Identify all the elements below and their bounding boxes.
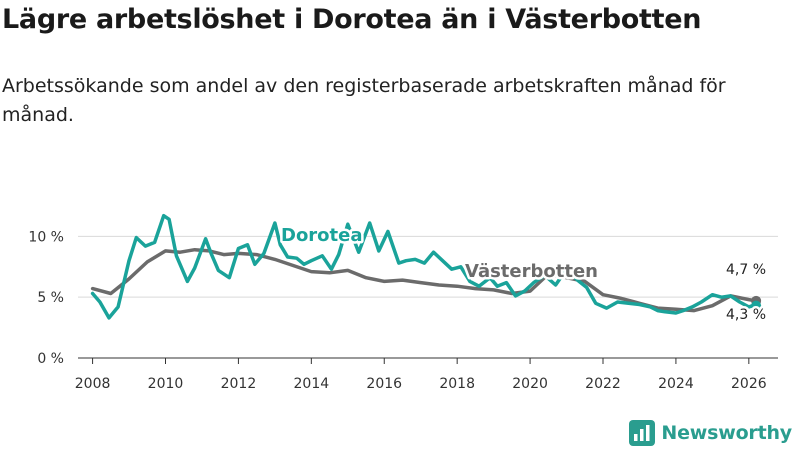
x-tick-label: 2018 (439, 376, 475, 392)
x-tick-label: 2012 (221, 376, 257, 392)
end-value-label-dorotea: 4,3 % (726, 307, 766, 323)
x-tick-label: 2026 (731, 376, 767, 392)
chart-title: Lägre arbetslöshet i Dorotea än i Väster… (2, 4, 702, 35)
series-label-dorotea: Dorotea (281, 225, 363, 246)
x-tick-label: 2010 (148, 376, 184, 392)
series-line-dorotea (90, 213, 758, 320)
newsworthy-logo-icon (629, 420, 656, 446)
x-tick-label: 2024 (658, 376, 694, 392)
brand-name: Newsworthy (661, 422, 792, 444)
x-tick-label: 2016 (366, 376, 402, 392)
x-tick-label: 2014 (294, 376, 330, 392)
end-marker-dorotea (751, 300, 762, 311)
y-tick-label: 0 % (37, 351, 64, 367)
x-tick-label: 2022 (585, 376, 621, 392)
series-label-vasterbotten: Västerbotten (465, 261, 598, 282)
y-tick-label: 10 % (28, 229, 64, 245)
chart-subtitle: Arbetssökande som andel av den registerb… (2, 75, 726, 126)
end-value-label-vasterbotten: 4,7 % (726, 262, 766, 278)
series-line-vasterbotten (90, 247, 758, 313)
newsworthy-brand[interactable]: Newsworthy (629, 418, 792, 448)
y-tick-label: 5 % (37, 290, 64, 306)
x-tick-label: 2020 (512, 376, 548, 392)
x-tick-label: 2008 (75, 376, 111, 392)
